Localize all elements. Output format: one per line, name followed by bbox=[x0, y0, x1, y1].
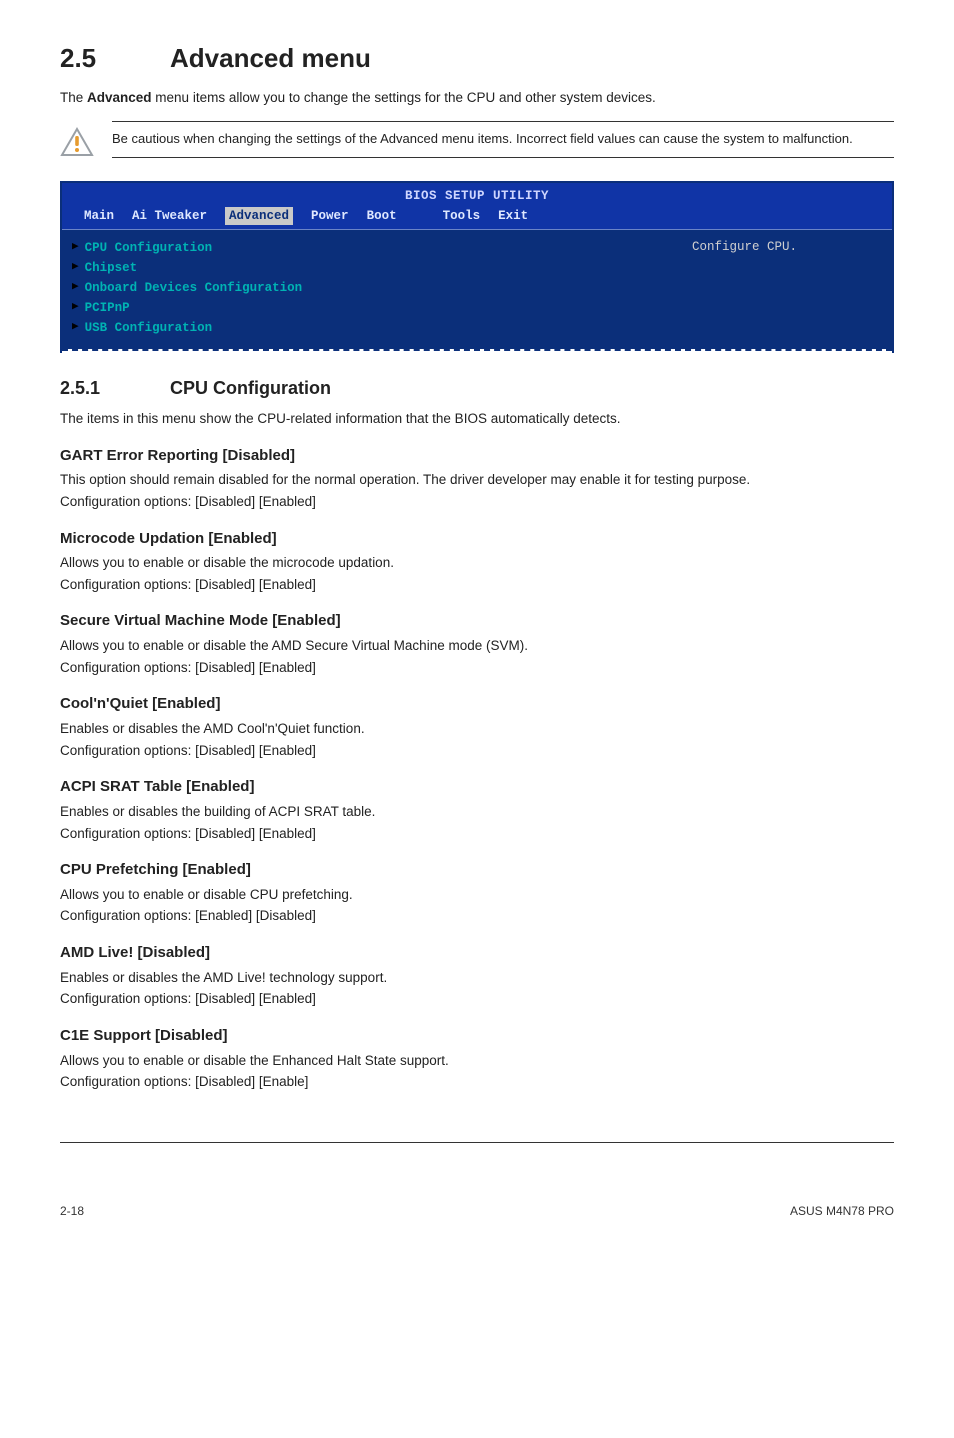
setting-desc: Configuration options: [Disabled] [Enabl… bbox=[60, 824, 894, 844]
footer-rule bbox=[60, 1142, 894, 1143]
bios-tab-bar: Main Ai Tweaker Advanced Power Boot Tool… bbox=[62, 205, 892, 229]
submenu-marker-icon: ▶ bbox=[72, 299, 79, 317]
setting-desc: Configuration options: [Disabled] [Enabl… bbox=[60, 492, 894, 512]
setting-heading: AMD Live! [Disabled] bbox=[60, 942, 894, 964]
section-number: 2.5 bbox=[60, 40, 170, 78]
bios-tab-exit[interactable]: Exit bbox=[498, 207, 528, 225]
bios-menu-label: Chipset bbox=[85, 258, 138, 278]
setting-desc: Enables or disables the AMD Live! techno… bbox=[60, 968, 894, 988]
setting-desc: Configuration options: [Disabled] [Enabl… bbox=[60, 989, 894, 1009]
submenu-marker-icon: ▶ bbox=[72, 279, 79, 297]
bios-tab-advanced[interactable]: Advanced bbox=[225, 207, 293, 225]
page-footer: 2-18 ASUS M4N78 PRO bbox=[60, 1203, 894, 1220]
bios-menu-label: PCIPnP bbox=[85, 298, 130, 318]
setting-heading: C1E Support [Disabled] bbox=[60, 1025, 894, 1047]
bios-bottom-border bbox=[62, 349, 892, 353]
bios-menu-item[interactable]: ▶ CPU Configuration bbox=[72, 238, 674, 258]
setting-desc: Configuration options: [Disabled] [Enabl… bbox=[60, 1072, 894, 1092]
setting-desc: Allows you to enable or disable the Enha… bbox=[60, 1051, 894, 1071]
setting-desc: Enables or disables the building of ACPI… bbox=[60, 802, 894, 822]
footer-page-number: 2-18 bbox=[60, 1203, 84, 1220]
bios-menu-item[interactable]: ▶ Onboard Devices Configuration bbox=[72, 278, 674, 298]
setting-desc: This option should remain disabled for t… bbox=[60, 470, 894, 490]
bios-menu-item[interactable]: ▶ PCIPnP bbox=[72, 298, 674, 318]
bios-tab-boot[interactable]: Boot bbox=[367, 207, 397, 225]
setting-heading: Secure Virtual Machine Mode [Enabled] bbox=[60, 610, 894, 632]
caution-callout: Be cautious when changing the settings o… bbox=[60, 121, 894, 163]
subsection-title: CPU Configuration bbox=[170, 378, 331, 398]
bios-menu-label: Onboard Devices Configuration bbox=[85, 278, 303, 298]
setting-desc: Allows you to enable or disable CPU pref… bbox=[60, 885, 894, 905]
bios-tab-tools[interactable]: Tools bbox=[443, 207, 481, 225]
setting-heading: ACPI SRAT Table [Enabled] bbox=[60, 776, 894, 798]
setting-desc: Enables or disables the AMD Cool'n'Quiet… bbox=[60, 719, 894, 739]
setting-heading: CPU Prefetching [Enabled] bbox=[60, 859, 894, 881]
caution-icon bbox=[60, 127, 94, 163]
caution-text: Be cautious when changing the settings o… bbox=[112, 131, 853, 146]
bios-screenshot: BIOS SETUP UTILITY Main Ai Tweaker Advan… bbox=[60, 181, 894, 353]
bios-menu-item[interactable]: ▶ Chipset bbox=[72, 258, 674, 278]
bios-menu-label: USB Configuration bbox=[85, 318, 213, 338]
subsection-desc: The items in this menu show the CPU-rela… bbox=[60, 409, 894, 429]
setting-desc: Configuration options: [Disabled] [Enabl… bbox=[60, 658, 894, 678]
intro-bold: Advanced bbox=[87, 90, 152, 105]
bios-title: BIOS SETUP UTILITY bbox=[62, 183, 892, 205]
setting-desc: Configuration options: [Enabled] [Disabl… bbox=[60, 906, 894, 926]
setting-heading: GART Error Reporting [Disabled] bbox=[60, 445, 894, 467]
bios-tab-power[interactable]: Power bbox=[311, 207, 349, 225]
section-title: Advanced menu bbox=[170, 43, 371, 73]
bios-tab-main[interactable]: Main bbox=[84, 207, 114, 225]
bios-help-pane: Configure CPU. bbox=[682, 230, 892, 349]
section-heading: 2.5Advanced menu bbox=[60, 40, 894, 78]
setting-desc: Allows you to enable or disable the micr… bbox=[60, 553, 894, 573]
setting-heading: Cool'n'Quiet [Enabled] bbox=[60, 693, 894, 715]
setting-desc: Configuration options: [Disabled] [Enabl… bbox=[60, 575, 894, 595]
submenu-marker-icon: ▶ bbox=[72, 319, 79, 337]
footer-product: ASUS M4N78 PRO bbox=[790, 1203, 894, 1220]
setting-heading: Microcode Updation [Enabled] bbox=[60, 528, 894, 550]
submenu-marker-icon: ▶ bbox=[72, 239, 79, 257]
setting-desc: Configuration options: [Disabled] [Enabl… bbox=[60, 741, 894, 761]
bios-body: ▶ CPU Configuration ▶ Chipset ▶ Onboard Dev… bbox=[62, 229, 892, 349]
bios-menu-list: ▶ CPU Configuration ▶ Chipset ▶ Onboard Dev… bbox=[62, 230, 682, 349]
submenu-marker-icon: ▶ bbox=[72, 259, 79, 277]
setting-desc: Allows you to enable or disable the AMD … bbox=[60, 636, 894, 656]
bios-menu-label: CPU Configuration bbox=[85, 238, 213, 258]
section-intro: The Advanced menu items allow you to cha… bbox=[60, 88, 894, 108]
subsection-number: 2.5.1 bbox=[60, 375, 170, 401]
bios-menu-item[interactable]: ▶ USB Configuration bbox=[72, 318, 674, 338]
bios-tab-ai-tweaker[interactable]: Ai Tweaker bbox=[132, 207, 207, 225]
bios-help-text: Configure CPU. bbox=[692, 240, 797, 254]
subsection-heading: 2.5.1CPU Configuration bbox=[60, 375, 894, 401]
